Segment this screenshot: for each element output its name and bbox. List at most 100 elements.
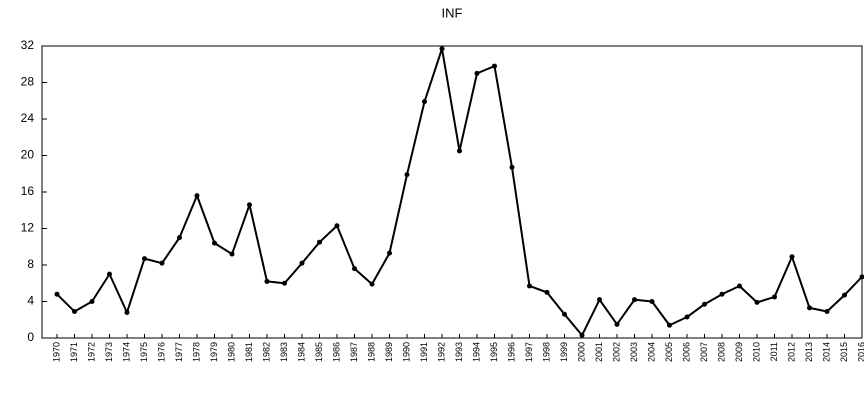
point [754,299,760,305]
chart-title: INF [442,5,463,20]
point [684,314,690,320]
point [142,256,147,262]
x-tick-label: 1999 [559,342,569,362]
x-tick-label: 1971 [69,342,79,362]
x-tick-label: 1994 [471,342,481,362]
x-tick-label: 1988 [366,342,376,362]
y-tick-label: 20 [21,148,35,162]
point [54,291,60,297]
x-tick-label: 1970 [51,342,61,362]
y-tick-label: 8 [27,257,34,271]
y-tick-label: 0 [27,330,34,344]
point [369,281,375,287]
x-tick-label: 2002 [611,342,621,362]
x-tick-label: 1977 [174,342,184,362]
x-tick-label: 2007 [699,342,709,362]
point [439,46,445,52]
x-tick-label: 1997 [524,342,534,362]
point [702,301,707,307]
x-tick-label: 1983 [279,342,289,362]
point [457,148,462,154]
x-tick-label: 1987 [349,342,359,362]
x-tick-label: 1991 [419,342,429,362]
point [509,164,515,170]
x-tick-label: 1973 [104,342,114,362]
x-tick-label: 1982 [261,342,271,362]
point [387,250,392,256]
x-tick-label: 1981 [244,342,254,362]
point [177,235,182,241]
x-tick-label: 2016 [856,342,864,362]
point [352,266,357,272]
point [124,309,130,315]
x-tick-label: 2010 [751,342,761,362]
point [492,63,497,69]
x-tick-label: 1989 [384,342,394,362]
x-tick-label: 1976 [156,342,166,362]
x-tick-label: 2015 [839,342,849,362]
point [667,322,672,328]
x-tick-label: 2004 [646,342,656,362]
point [317,239,322,245]
point [649,299,655,304]
point [89,299,95,304]
point [159,260,165,266]
x-tick-label: 2009 [734,342,744,362]
x-tick-label: 2005 [664,342,674,362]
point [842,292,847,298]
y-tick-label: 4 [27,294,34,308]
x-tick-label: 2014 [821,342,831,362]
point [247,202,252,208]
point [229,251,235,257]
point [527,283,532,289]
point [544,289,550,295]
y-tick-label: 24 [21,111,35,125]
point [579,332,585,338]
x-tick-label: 1985 [314,342,324,362]
y-tick-label: 32 [21,38,35,52]
x-tick-label: 2013 [804,342,814,362]
point [859,274,864,280]
point [107,271,112,277]
plot-frame [41,45,863,339]
x-tick-label: 2012 [786,342,796,362]
x-tick-label: 1980 [226,342,236,362]
x-tick-label: 1998 [541,342,551,362]
point [807,305,812,311]
point [282,280,287,286]
point [632,297,637,303]
point [614,321,620,327]
y-tick-label: 12 [21,221,35,235]
y-tick-label: 16 [21,184,35,198]
x-tick-label: 2000 [576,342,586,362]
x-tick-label: 1979 [209,342,219,362]
point [194,193,200,199]
point [72,309,77,315]
x-tick-label: 1978 [191,342,201,362]
point [719,291,725,297]
x-tick-label: 2008 [716,342,726,362]
point [334,223,340,229]
x-tick-label: 1993 [454,342,464,362]
point [789,254,795,260]
x-tick-label: 1975 [139,342,149,362]
x-tick-label: 2011 [769,342,779,361]
x-tick-label: 2001 [594,342,604,362]
point [597,297,602,303]
x-tick-label: 1974 [121,342,131,362]
point [772,294,777,300]
point [474,70,480,76]
y-tick-label: 28 [21,75,35,89]
x-tick-label: 1995 [489,342,499,362]
point [264,278,270,284]
line [56,47,863,337]
x-tick-label: 1996 [506,342,516,362]
point [299,260,305,266]
x-tick-label: 1986 [331,342,341,362]
point [404,172,410,178]
x-tick-label: 1992 [436,342,446,362]
x-tick-label: 1984 [296,342,306,362]
point [824,309,830,315]
x-tick-label: 1972 [86,342,96,362]
